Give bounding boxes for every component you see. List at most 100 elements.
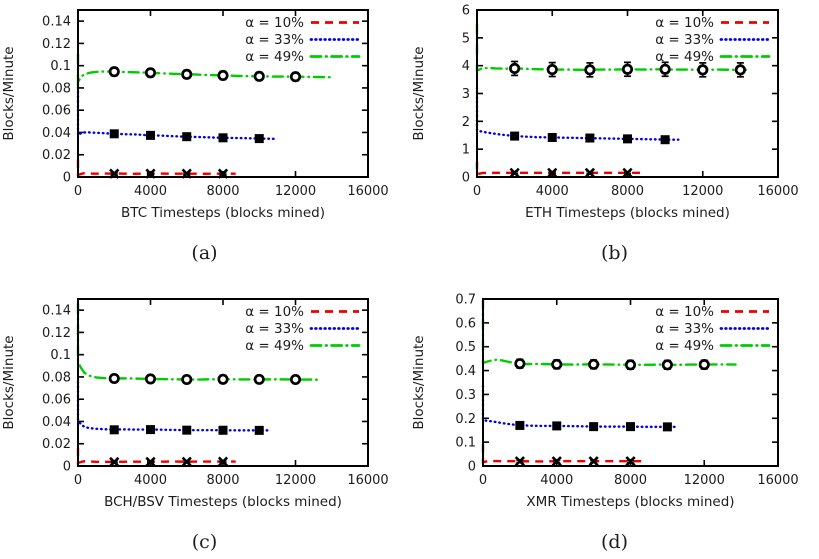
alpha-33-square-marker [254, 425, 264, 435]
y-tick-label: 0.1 [455, 436, 476, 451]
alpha-49-circle-marker [217, 69, 229, 82]
alpha-10-x-marker [547, 167, 558, 178]
alpha-33-square-marker [510, 131, 520, 141]
alpha-49-circle-marker [253, 70, 265, 82]
x-axis-label: ETH Timesteps (blocks mined) [525, 205, 730, 221]
y-tick-label: 0.04 [42, 415, 71, 430]
y-tick-label: 1 [462, 143, 470, 158]
alpha-49-circle-marker [551, 358, 563, 370]
y-tick-label: 0.04 [42, 126, 71, 141]
subplot-caption-d: (d) [601, 531, 628, 553]
alpha-49-circle-marker [509, 62, 521, 74]
x-tick-label: 12000 [275, 473, 316, 488]
plot-border [482, 298, 779, 467]
alpha-10-x-marker [109, 456, 120, 468]
subplot-eth: 0 4000 8000 12000 16000 0 1 2 3 4 5 6 ETH Timesteps … [410, 0, 819, 270]
y-tick-label: 3 [462, 87, 470, 102]
alpha-10-line [76, 448, 236, 465]
alpha-10-line [481, 444, 642, 464]
alpha-33-square-marker [109, 425, 119, 435]
y-tick-label: 0.06 [42, 104, 71, 119]
y-tick-label: 5 [462, 31, 470, 46]
x-tick-label: 0 [473, 184, 481, 199]
subplot-caption-a: (a) [191, 242, 218, 264]
chart-canvas-btc: 0 4000 8000 12000 16000 0 0.02 0.04 0.06 0.08 0.1 0… [1, 9, 389, 221]
y-tick-label: 0.06 [42, 393, 71, 408]
legend-label-alpha-49: α = 49% [245, 338, 304, 354]
alpha-10-x-marker [551, 456, 562, 467]
plot-border [476, 9, 779, 178]
x-tick-label: 4000 [536, 184, 569, 199]
alpha-33-square-marker [547, 132, 557, 142]
subplot-caption-c: (c) [191, 531, 218, 553]
alpha-10-x-marker [145, 456, 156, 468]
y-tick-label: 0.6 [455, 316, 476, 331]
y-axis-label: Blocks/Minute [411, 46, 427, 140]
x-axis-label: BCH/BSV Timesteps (blocks mined) [104, 494, 342, 510]
y-tick-label: 0.02 [42, 437, 71, 452]
alpha-33-square-marker [626, 422, 635, 432]
y-tick-label: 0 [462, 171, 470, 186]
alpha-49-circle-marker [289, 373, 302, 386]
legend-label-alpha-49: α = 49% [245, 49, 304, 65]
chart-canvas-bchbsv: 0 4000 8000 12000 16000 0 0.02 0.04 0.06 0.08 0.1 0… [1, 298, 389, 510]
alpha-49-circle-marker [588, 358, 600, 370]
alpha-33-square-marker [552, 421, 562, 431]
alpha-33-square-marker [589, 422, 599, 432]
alpha-49-circle-marker [108, 372, 120, 385]
x-tick-label: 0 [74, 184, 82, 199]
chart-canvas-eth: 0 4000 8000 12000 16000 0 1 2 3 4 5 6 ETH Timesteps … [411, 4, 799, 222]
alpha-49-circle-marker [217, 373, 229, 385]
alpha-33-square-marker [585, 133, 595, 143]
alpha-33-square-marker [623, 134, 632, 144]
y-tick-label: 0.3 [455, 388, 476, 403]
x-tick-label: 16000 [347, 184, 388, 199]
x-tick-label: 8000 [206, 184, 239, 199]
alpha-10-line [76, 159, 236, 177]
alpha-10-line [475, 161, 641, 176]
legend-label-alpha-33: α = 33% [655, 321, 714, 337]
alpha-49-circle-marker [734, 64, 746, 76]
alpha-49-circle-marker [659, 63, 671, 75]
alpha-49-line [475, 22, 748, 73]
alpha-33-square-marker [218, 133, 228, 143]
alpha-10-x-marker [622, 167, 633, 178]
y-tick-label: 0.5 [455, 340, 476, 355]
alpha-49-line [76, 52, 333, 86]
x-tick-label: 8000 [206, 473, 239, 488]
y-tick-label: 0.7 [455, 293, 476, 308]
y-tick-label: 0.08 [42, 370, 71, 385]
alpha-49-circle-marker [698, 359, 710, 371]
legend-label-alpha-10: α = 10% [655, 15, 714, 31]
alpha-33-line [76, 380, 270, 432]
x-tick-label: 12000 [682, 184, 723, 199]
legend-label-alpha-10: α = 10% [245, 304, 304, 320]
x-tick-label: 16000 [347, 473, 388, 488]
subplot-bchbsv: 0 4000 8000 12000 16000 0 0.02 0.04 0.06 0.08 0.1 0… [0, 289, 409, 559]
alpha-10-x-marker [217, 456, 229, 467]
alpha-49-circle-marker [514, 358, 526, 370]
y-tick-label: 0.14 [42, 304, 71, 319]
chart-canvas-xmr: 0 4000 8000 12000 16000 0 0.1 0.2 0.3 0.4 0.5 0.6 0.… [411, 293, 799, 511]
y-tick-label: 0.14 [42, 15, 71, 30]
y-tick-label: 0.2 [455, 412, 476, 427]
legend-label-alpha-33: α = 33% [245, 321, 304, 337]
y-tick-label: 0.4 [455, 364, 476, 379]
alpha-49-circle-marker [144, 67, 157, 79]
legend-label-alpha-33: α = 33% [245, 32, 304, 48]
alpha-33-square-marker [182, 132, 192, 142]
alpha-49-circle-marker [289, 71, 302, 83]
x-tick-label: 16000 [757, 473, 798, 488]
y-axis-label: Blocks/Minute [1, 46, 17, 140]
x-axis-label: XMR Timesteps (blocks mined) [526, 494, 734, 510]
y-tick-label: 0 [468, 460, 476, 475]
y-tick-label: 0.02 [42, 148, 71, 163]
y-tick-label: 0.12 [42, 326, 71, 341]
plot-border [77, 298, 369, 467]
alpha-33-square-marker [146, 130, 155, 140]
legend-label-alpha-10: α = 10% [245, 15, 304, 31]
alpha-33-line [481, 384, 678, 429]
y-axis-label: Blocks/Minute [1, 335, 17, 429]
alpha-33-square-marker [515, 420, 525, 430]
